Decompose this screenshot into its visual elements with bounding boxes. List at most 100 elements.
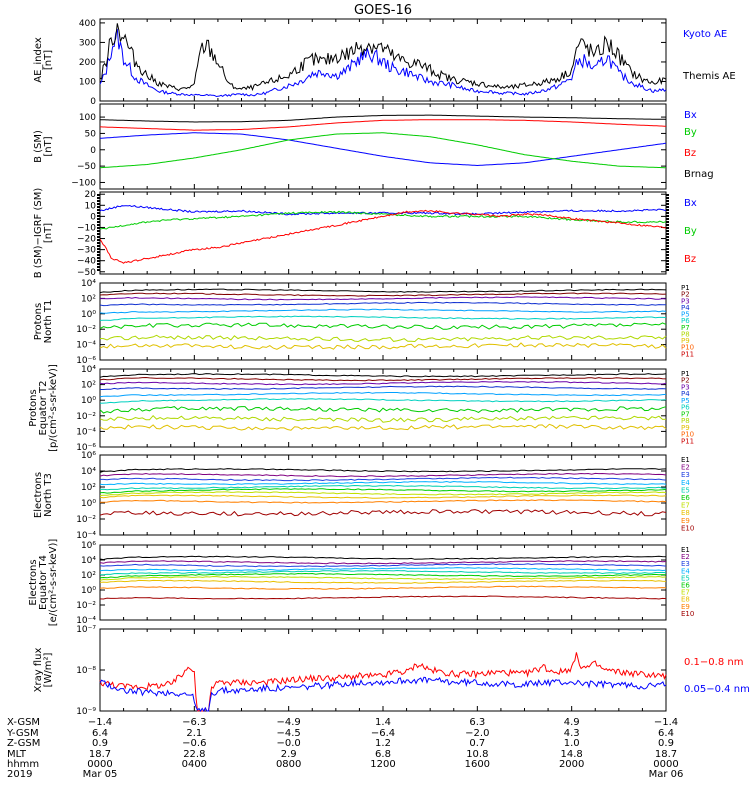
legend-electrons_t3: E7	[681, 502, 690, 510]
legend-protons_t1: P5	[681, 311, 690, 319]
legend-protons_t1: P9	[681, 337, 690, 345]
xaxis-row-value: 0.9	[658, 738, 674, 749]
xaxis-row-label: 2019	[7, 769, 32, 780]
series-line-bsm-0	[99, 132, 667, 167]
series-line-protons_t1-1	[99, 292, 667, 297]
ytick-label-protons_t2: 10²	[81, 381, 96, 391]
edge-marker-bigrf	[97, 257, 100, 259]
legend-electrons_t3: E5	[681, 486, 690, 494]
series-line-protons_t1-6	[99, 322, 667, 330]
series-line-electrons_t3-4	[99, 484, 666, 491]
edge-marker-bigrf	[666, 254, 669, 256]
ytick-label-electrons_t3: 10⁶	[81, 451, 96, 461]
ytick-label-electrons_t4: 10⁰	[81, 586, 96, 596]
ytick-label-xray: 10⁻⁸	[76, 666, 96, 676]
ytick-label-bigrf: 10	[85, 201, 97, 211]
xaxis-row-value: 0400	[182, 759, 207, 770]
ytick-label-bsm: 100	[79, 113, 96, 123]
series-line-protons_t2-8	[99, 423, 667, 431]
series-line-protons_t1-0	[99, 288, 667, 294]
xaxis-row-label: Z-GSM	[7, 738, 40, 749]
legend-protons_t2: P7	[681, 410, 690, 418]
xaxis-row-value: 0800	[276, 759, 301, 770]
legend-electrons_t3: E2	[681, 464, 690, 472]
ytick-label-electrons_t3: 10²	[81, 483, 96, 493]
xaxis-row-value: 0000	[653, 759, 678, 770]
series-line-electrons_t3-9	[99, 509, 667, 517]
ytick-label-electrons_t3: 10⁴	[81, 467, 96, 477]
edge-marker-bigrf	[666, 257, 669, 259]
edge-marker-bigrf	[97, 209, 100, 211]
legend-electrons_t4: E3	[681, 560, 690, 568]
xaxis-row-value: 1200	[370, 759, 395, 770]
ytick-label-ae: 200	[79, 58, 96, 68]
ytick-label-protons_t2: 10⁴	[81, 365, 96, 375]
ylabel-protons_t1: North T1	[43, 300, 54, 344]
series-line-protons_t2-6	[99, 406, 667, 414]
edge-marker-bigrf	[97, 206, 100, 208]
edge-marker-bigrf	[666, 236, 669, 238]
ytick-label-bigrf: −10	[77, 223, 96, 233]
series-line-bsm-2	[100, 119, 666, 131]
ytick-label-xray: 10⁻⁷	[76, 625, 96, 635]
edge-marker-bigrf	[97, 212, 100, 214]
series-line-xray-1	[99, 676, 667, 713]
series-line-electrons_t3-1	[99, 472, 667, 478]
xaxis-row-value: Mar 06	[649, 769, 684, 780]
ylabel-electrons_t4: [e/(cm²-s-sr-keV)]	[48, 539, 59, 627]
edge-marker-bigrf	[666, 212, 669, 214]
ylabel-ae: [nT]	[43, 50, 54, 70]
ylabel-bigrf: B (SM)−IGRF (SM)	[33, 188, 44, 279]
ytick-label-protons_t2: 10⁻⁴	[76, 427, 96, 437]
legend-protons_t2: P10	[681, 431, 694, 439]
xaxis-row-value: −1.4	[654, 717, 678, 728]
edge-marker-bigrf	[97, 242, 100, 244]
edge-marker-bigrf	[666, 221, 669, 223]
legend-protons_t2: P6	[681, 404, 690, 412]
legend-electrons_t4: E9	[681, 603, 690, 611]
xaxis-row-value: 6.8	[375, 749, 391, 760]
xaxis-row-value: −6.4	[371, 728, 395, 739]
ytick-label-bigrf: −40	[77, 257, 96, 267]
ylabel-ae: AE_index	[33, 37, 44, 83]
legend-electrons_t3: E6	[681, 494, 690, 502]
ytick-label-bigrf: −30	[77, 246, 96, 256]
xaxis-row-value: 4.9	[564, 717, 580, 728]
edge-marker-bigrf	[97, 230, 100, 232]
ytick-label-electrons_t4: 10⁻²	[76, 601, 96, 611]
xaxis-row-value: 1.4	[375, 717, 391, 728]
ytick-label-ae: 400	[79, 19, 96, 29]
series-line-electrons_t3-7	[99, 494, 667, 499]
series-line-bigrf-1	[99, 210, 667, 230]
legend-protons_t1: P1	[681, 284, 690, 292]
series-line-protons_t1-5	[99, 315, 667, 321]
series-line-electrons_t4-8	[99, 585, 667, 590]
edge-marker-bigrf	[97, 266, 100, 268]
legend-protons_t1: P3	[681, 297, 690, 305]
xaxis-row-value: −0.0	[277, 738, 301, 749]
legend-protons_t2: P1	[681, 370, 690, 378]
edge-marker-bigrf	[97, 236, 100, 238]
edge-marker-bigrf	[666, 206, 669, 208]
ytick-label-protons_t1: 10⁻⁴	[76, 341, 96, 351]
ytick-label-bsm: −100	[71, 178, 96, 188]
series-line-protons_t1-4	[99, 308, 667, 314]
series-line-protons_t1-8	[99, 342, 667, 350]
series-line-xray-0	[99, 652, 667, 712]
edge-marker-bigrf	[97, 233, 100, 235]
ytick-label-protons_t1: 10⁻²	[76, 325, 96, 335]
edge-marker-bigrf	[97, 263, 100, 265]
ytick-label-electrons_t4: 10⁻⁴	[76, 616, 96, 626]
ylabel-protons_t2: Equator T2	[38, 381, 49, 436]
series-line-bigrf-0	[99, 204, 667, 216]
ytick-label-electrons_t4: 10⁶	[81, 541, 96, 551]
edge-marker-bigrf	[666, 200, 669, 202]
edge-marker-bigrf	[666, 230, 669, 232]
xaxis-row-value: 0.9	[92, 738, 108, 749]
edge-marker-bigrf	[666, 263, 669, 265]
xaxis-row-value: −6.3	[182, 717, 206, 728]
legend-electrons_t3: E10	[681, 524, 694, 532]
legend-ae: Themis AE	[682, 71, 736, 82]
legend-bsm: Bx	[684, 110, 697, 121]
panel-frame-bigrf	[99, 191, 667, 275]
